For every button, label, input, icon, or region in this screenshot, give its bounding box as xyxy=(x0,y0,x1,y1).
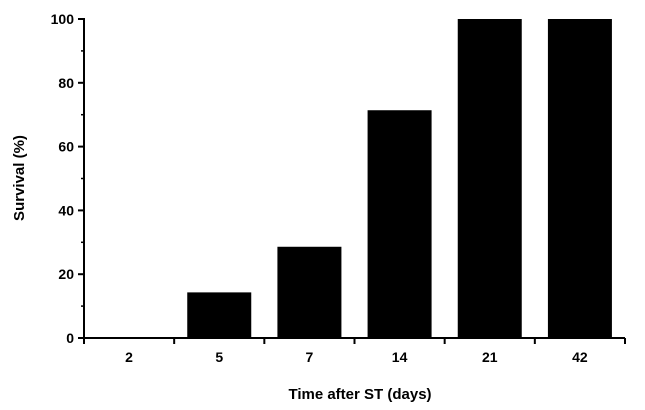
y-axis-title: Survival (%) xyxy=(11,135,28,221)
x-tick-label-5: 5 xyxy=(215,349,223,365)
y-tick-label-40: 40 xyxy=(58,202,74,218)
y-tick-label-80: 80 xyxy=(58,75,74,91)
bar-14 xyxy=(367,110,432,338)
x-tick-label-14: 14 xyxy=(392,349,408,365)
y-tick-label-20: 20 xyxy=(58,266,74,282)
x-tick-label-2: 2 xyxy=(125,349,133,365)
y-axis: 0 20 40 60 80 100 xyxy=(51,11,85,346)
y-tick-label-100: 100 xyxy=(51,11,75,27)
y-tick-label-0: 0 xyxy=(66,330,74,346)
y-tick-label-60: 60 xyxy=(58,139,74,155)
bar-7 xyxy=(277,246,342,338)
bars-group xyxy=(187,19,612,338)
x-tick-label-21: 21 xyxy=(482,349,498,365)
bar-21 xyxy=(457,19,522,338)
bar-42 xyxy=(547,19,612,338)
x-tick-label-42: 42 xyxy=(572,349,588,365)
x-axis: 2 5 7 14 21 42 xyxy=(83,337,626,365)
x-axis-title: Time after ST (days) xyxy=(288,386,431,403)
bar-5 xyxy=(187,292,252,338)
x-tick-label-7: 7 xyxy=(306,349,314,365)
